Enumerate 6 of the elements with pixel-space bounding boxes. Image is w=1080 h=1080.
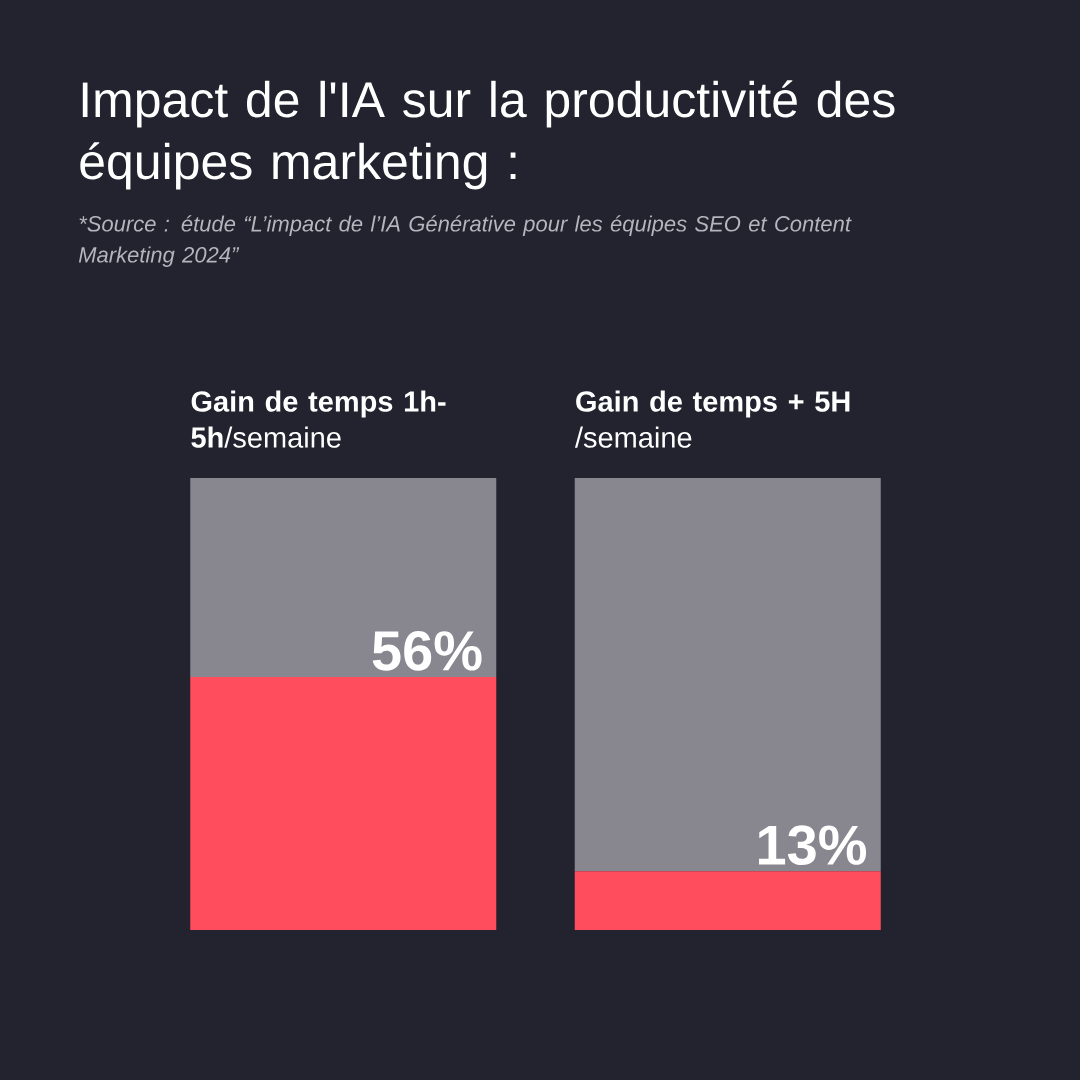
x-tick-label: Gain de temps + 5H /semaine (574, 390, 850, 448)
data-label: 56% (372, 631, 482, 671)
x-tick-label: Gain de temps 1h-5h/semaine (191, 390, 446, 448)
data-label: 13% (759, 825, 867, 866)
chart-title: Impact de l'IA sur la productivité des équipes marketing : (80, 80, 895, 190)
text: *Source : étude “L’impact de l’IA Générative pour les équipes SEO et Content Marketing 2024” (78, 215, 852, 267)
